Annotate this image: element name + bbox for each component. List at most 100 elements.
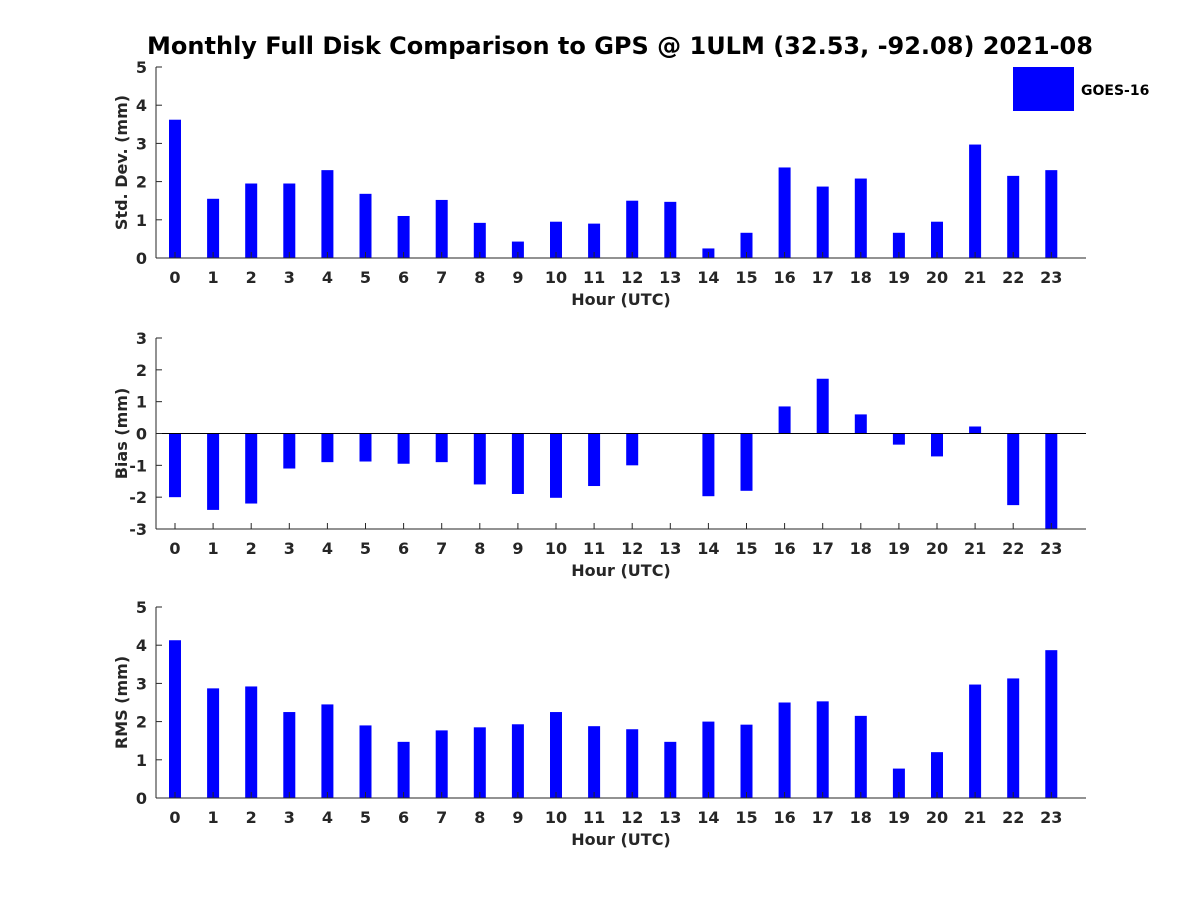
x-tick-label: 6 bbox=[398, 539, 409, 558]
x-tick-label: 9 bbox=[512, 808, 523, 827]
bar bbox=[550, 712, 562, 798]
bar bbox=[245, 686, 258, 798]
x-tick-label: 14 bbox=[697, 268, 719, 287]
bar bbox=[778, 702, 791, 798]
y-tick-label: 2 bbox=[136, 173, 147, 192]
bar bbox=[740, 724, 753, 798]
bar bbox=[778, 167, 791, 258]
y-tick-label: 2 bbox=[136, 361, 147, 380]
legend: GOES-16 bbox=[1013, 67, 1149, 111]
bar bbox=[931, 221, 943, 258]
x-tick-label: 7 bbox=[436, 539, 447, 558]
bar bbox=[740, 232, 753, 258]
bar bbox=[854, 414, 867, 434]
bar bbox=[892, 768, 905, 798]
x-tick-label: 18 bbox=[850, 268, 872, 287]
bar bbox=[169, 433, 181, 498]
x-tick-label: 6 bbox=[398, 808, 409, 827]
x-tick-label: 8 bbox=[474, 268, 485, 287]
x-tick-label: 16 bbox=[773, 808, 795, 827]
bar bbox=[321, 170, 334, 258]
y-tick-label: 4 bbox=[136, 96, 147, 115]
bar bbox=[969, 684, 982, 798]
bar bbox=[245, 433, 258, 504]
bar bbox=[359, 725, 372, 798]
bar bbox=[892, 232, 905, 258]
bar bbox=[1045, 433, 1058, 529]
bar bbox=[1007, 175, 1020, 258]
y-axis-label: Std. Dev. (mm) bbox=[112, 95, 131, 230]
bar bbox=[588, 726, 601, 798]
bar bbox=[1045, 170, 1058, 258]
bar bbox=[321, 433, 334, 463]
x-tick-label: 12 bbox=[621, 808, 643, 827]
x-tick-label: 19 bbox=[888, 808, 910, 827]
x-tick-label: 2 bbox=[246, 808, 257, 827]
x-tick-label: 18 bbox=[850, 808, 872, 827]
bar bbox=[702, 721, 715, 798]
x-tick-label: 4 bbox=[322, 808, 333, 827]
x-axis-label: Hour (UTC) bbox=[571, 830, 671, 849]
bar bbox=[931, 433, 943, 457]
x-tick-label: 16 bbox=[773, 268, 795, 287]
x-tick-label: 14 bbox=[697, 539, 719, 558]
y-tick-label: -2 bbox=[129, 488, 147, 507]
bar bbox=[892, 433, 905, 445]
bar bbox=[816, 701, 829, 798]
x-tick-label: 1 bbox=[208, 808, 219, 827]
bar bbox=[588, 433, 601, 487]
bar bbox=[321, 704, 334, 798]
x-tick-label: 17 bbox=[812, 808, 834, 827]
y-tick-label: 5 bbox=[136, 598, 147, 617]
x-tick-label: 21 bbox=[964, 539, 986, 558]
x-tick-label: 8 bbox=[474, 539, 485, 558]
x-tick-label: 1 bbox=[208, 268, 219, 287]
x-tick-label: 15 bbox=[735, 539, 757, 558]
x-tick-label: 0 bbox=[169, 268, 180, 287]
y-tick-label: 3 bbox=[136, 134, 147, 153]
x-tick-label: 21 bbox=[964, 808, 986, 827]
y-tick-label: 1 bbox=[136, 751, 147, 770]
x-tick-label: 10 bbox=[545, 539, 567, 558]
x-tick-label: 11 bbox=[583, 268, 605, 287]
x-tick-label: 0 bbox=[169, 539, 180, 558]
x-tick-label: 5 bbox=[360, 268, 371, 287]
x-tick-label: 11 bbox=[583, 539, 605, 558]
bar bbox=[397, 215, 410, 258]
bar bbox=[473, 433, 486, 485]
bar bbox=[1045, 650, 1058, 798]
x-tick-label: 8 bbox=[474, 808, 485, 827]
x-axis-label: Hour (UTC) bbox=[571, 290, 671, 309]
bar bbox=[664, 741, 677, 798]
bar bbox=[359, 433, 372, 462]
x-tick-label: 13 bbox=[659, 268, 681, 287]
bar bbox=[511, 724, 524, 798]
y-tick-label: 5 bbox=[136, 58, 147, 77]
bar bbox=[854, 715, 867, 798]
bar bbox=[473, 727, 486, 798]
bar bbox=[397, 433, 410, 464]
x-tick-label: 0 bbox=[169, 808, 180, 827]
x-tick-label: 22 bbox=[1002, 539, 1024, 558]
x-tick-label: 17 bbox=[812, 539, 834, 558]
x-tick-label: 9 bbox=[512, 268, 523, 287]
x-tick-label: 18 bbox=[850, 539, 872, 558]
y-tick-label: 2 bbox=[136, 713, 147, 732]
bar bbox=[1007, 678, 1020, 798]
bar bbox=[816, 186, 829, 258]
x-tick-label: 19 bbox=[888, 539, 910, 558]
x-tick-label: 23 bbox=[1040, 268, 1062, 287]
bar bbox=[931, 752, 943, 798]
bar bbox=[702, 433, 715, 497]
bar bbox=[435, 199, 448, 258]
x-tick-label: 23 bbox=[1040, 808, 1062, 827]
x-tick-label: 23 bbox=[1040, 539, 1062, 558]
bar bbox=[283, 183, 296, 258]
x-tick-label: 6 bbox=[398, 268, 409, 287]
x-tick-label: 2 bbox=[246, 539, 257, 558]
y-tick-label: 4 bbox=[136, 636, 147, 655]
y-tick-label: 1 bbox=[136, 393, 147, 412]
